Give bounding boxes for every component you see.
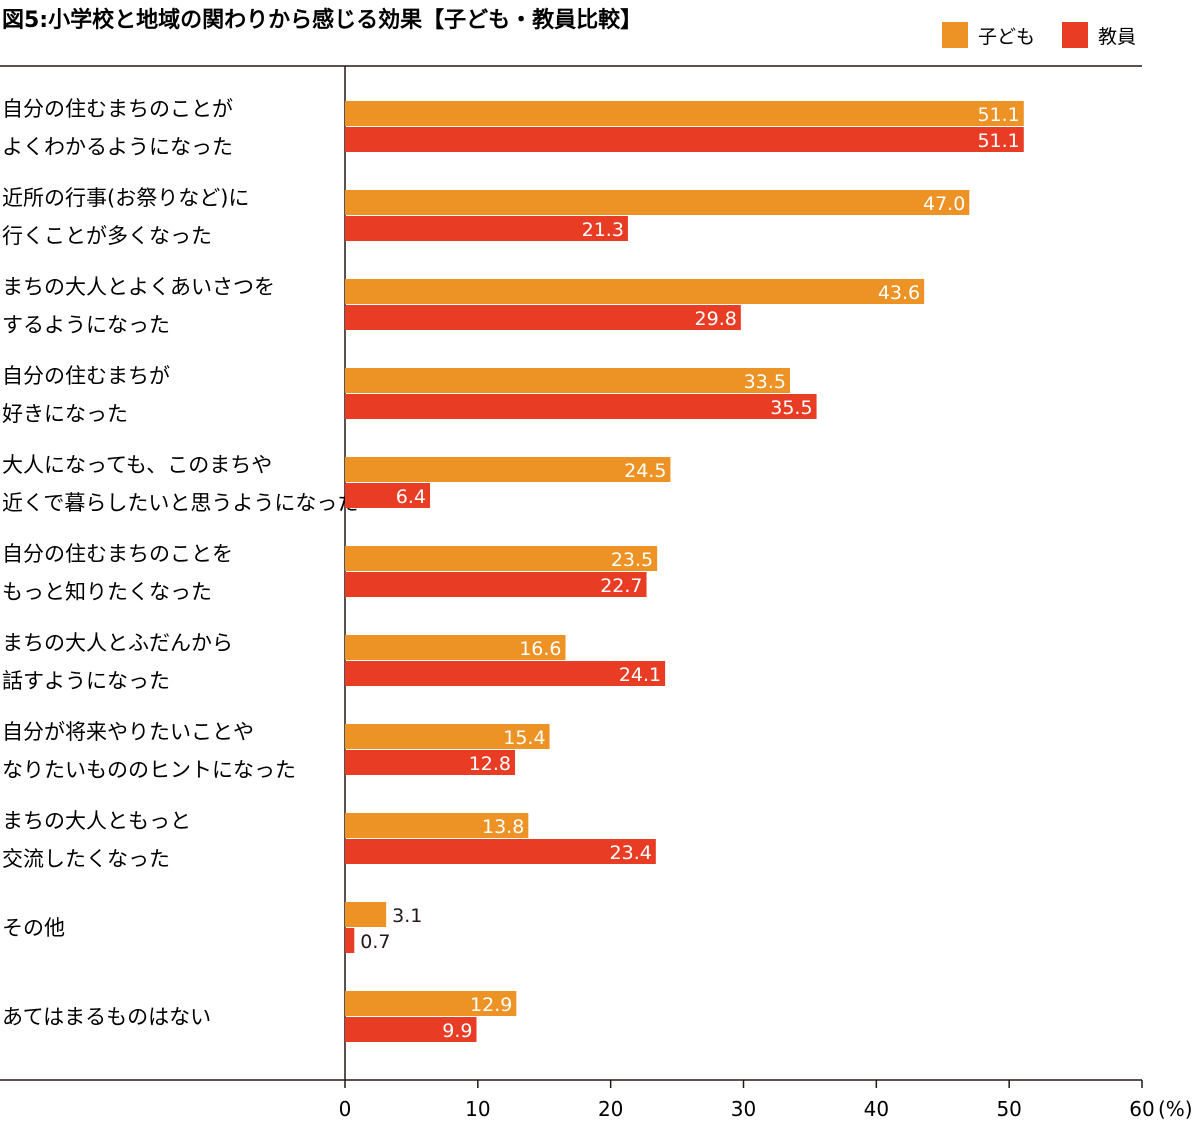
- category-labels: 自分の住むまちのことがよくわかるようになった近所の行事(お祭りなど)に行くことが…: [2, 97, 358, 1029]
- bar-children: [345, 368, 790, 393]
- value-label: 51.1: [977, 104, 1019, 126]
- x-tick-label: 60: [1129, 1097, 1154, 1121]
- category-label: まちの大人とよくあいさつをするようになった: [2, 275, 275, 337]
- bar-teachers: [345, 483, 431, 508]
- bar-teachers: [345, 127, 1024, 152]
- category-label: あてはまるものはない: [2, 1005, 211, 1029]
- value-label: 23.5: [611, 549, 653, 571]
- x-tick-label: 50: [996, 1097, 1021, 1121]
- legend-swatch-teachers: [1062, 22, 1088, 48]
- category-label: 自分が将来やりたいことやなりたいもののヒントになった: [2, 720, 296, 782]
- legend-swatch-children: [942, 22, 968, 48]
- bar-teachers: [345, 839, 656, 864]
- legend-label-teachers: 教員: [1098, 26, 1136, 48]
- bar-teachers: [345, 394, 817, 419]
- bar-children: [345, 101, 1024, 126]
- category-label: 自分の住むまちが好きになった: [2, 364, 170, 426]
- bar-teachers: [345, 216, 628, 241]
- value-label: 24.5: [624, 460, 666, 482]
- bar-teachers: [345, 1017, 477, 1042]
- value-label: 51.1: [977, 130, 1019, 152]
- x-tick-label: 40: [864, 1097, 889, 1121]
- value-label: 21.3: [582, 219, 624, 241]
- value-label: 24.1: [619, 664, 661, 686]
- category-label: 近所の行事(お祭りなど)に行くことが多くなった: [2, 186, 249, 248]
- chart-title: 図5:小学校と地域の関わりから感じる効果【子ども・教員比較】: [2, 7, 642, 33]
- x-axis: 0 10 20 30 40 50 60 (%): [339, 1080, 1193, 1121]
- category-label: まちの大人とふだんから話すようになった: [2, 631, 233, 693]
- bar-children: [345, 724, 550, 749]
- category-label: まちの大人ともっと交流したくなった: [2, 809, 191, 871]
- value-label: 3.1: [392, 905, 422, 927]
- bar-children: [345, 991, 517, 1016]
- bar-children: [345, 457, 671, 482]
- value-labels: 51.1 51.1 47.0 21.3 43.6 29.8 33.5 35.5 24.5 6.4 2…: [360, 104, 1019, 1042]
- x-tick-label: 20: [598, 1097, 623, 1121]
- bar-teachers: [345, 750, 516, 775]
- bar-children: [345, 813, 529, 838]
- x-tick-label: 10: [465, 1097, 490, 1121]
- value-label: 33.5: [744, 371, 786, 393]
- value-label: 9.9: [442, 1020, 472, 1042]
- value-label: 0.7: [360, 931, 390, 953]
- x-tick-label: 30: [731, 1097, 756, 1121]
- bar-teachers: [345, 305, 741, 330]
- value-label: 13.8: [482, 816, 524, 838]
- category-label: 自分の住むまちのことがよくわかるようになった: [2, 97, 233, 159]
- bar-teachers: [345, 928, 355, 953]
- x-tick-label: 0: [339, 1097, 352, 1121]
- value-label: 47.0: [923, 193, 965, 215]
- value-label: 15.4: [503, 727, 545, 749]
- bar-children: [345, 902, 387, 927]
- value-label: 23.4: [610, 842, 652, 864]
- bar-children: [345, 546, 658, 571]
- value-label: 12.8: [469, 753, 511, 775]
- bar-teachers: [345, 661, 666, 686]
- value-label: 6.4: [396, 486, 426, 508]
- bar-children: [345, 635, 566, 660]
- legend: 子ども 教員: [942, 22, 1136, 48]
- bar-teachers: [345, 572, 647, 597]
- value-label: 43.6: [878, 282, 920, 304]
- value-label: 29.8: [695, 308, 737, 330]
- bar-children: [345, 279, 925, 304]
- category-label: 大人になっても、このまちや近くで暮らしたいと思うようになった: [2, 453, 358, 515]
- value-label: 22.7: [600, 575, 642, 597]
- value-label: 16.6: [519, 638, 561, 660]
- x-axis-unit: (%): [1158, 1097, 1193, 1121]
- legend-label-children: 子ども: [978, 26, 1035, 48]
- category-label: その他: [2, 916, 65, 940]
- value-label: 35.5: [770, 397, 812, 419]
- value-label: 12.9: [470, 994, 512, 1016]
- bars: [345, 101, 1024, 1042]
- category-label: 自分の住むまちのことをもっと知りたくなった: [2, 542, 233, 604]
- bar-children: [345, 190, 970, 215]
